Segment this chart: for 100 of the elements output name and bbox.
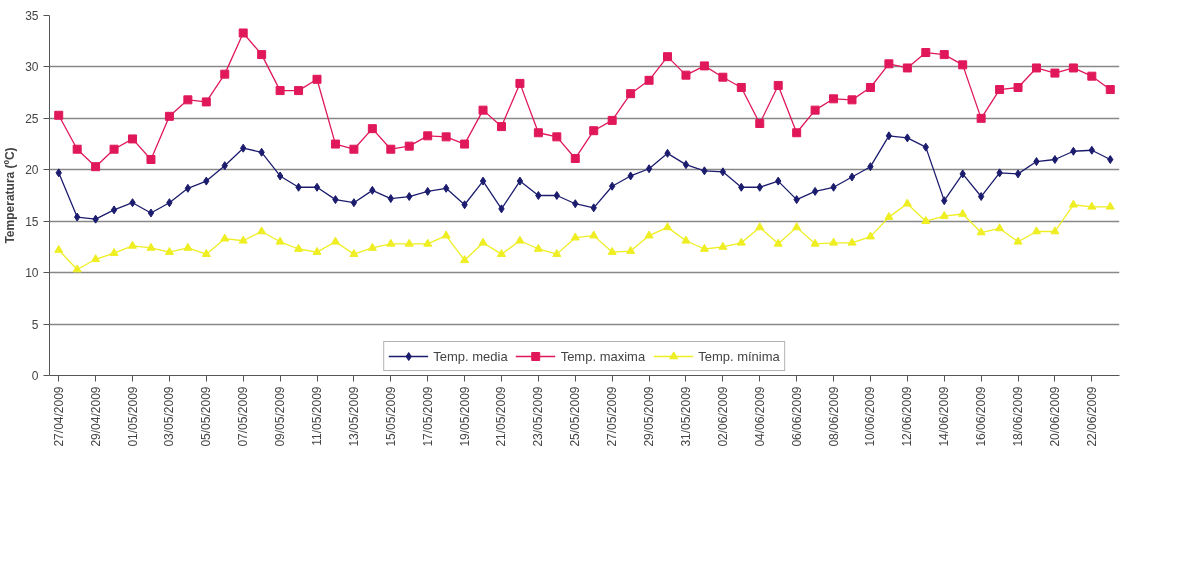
point (203, 176, 210, 186)
point (773, 80, 783, 90)
point (792, 128, 802, 138)
x-tick-label: 22/06/2009 (1084, 386, 1099, 447)
point (367, 242, 377, 251)
x-tick-label: 03/05/2009 (162, 386, 177, 447)
point (884, 59, 894, 69)
point (590, 203, 597, 213)
point (718, 72, 728, 82)
point (460, 255, 470, 264)
point (478, 105, 488, 115)
point (183, 95, 193, 105)
point (663, 52, 673, 62)
y-tick-label: 25 (25, 111, 39, 126)
point (847, 237, 857, 246)
point (904, 133, 911, 143)
point (220, 233, 230, 242)
point (1068, 63, 1078, 73)
point (312, 74, 322, 84)
point (184, 183, 192, 193)
point (589, 230, 599, 239)
y-tick-label: 10 (25, 266, 39, 281)
point (552, 132, 562, 142)
point (1051, 155, 1059, 164)
point (183, 242, 193, 251)
point (865, 231, 875, 240)
point (995, 85, 1005, 95)
point (1033, 157, 1040, 167)
point (276, 171, 284, 181)
point (240, 143, 247, 153)
point (885, 131, 893, 141)
point (939, 210, 949, 219)
point (609, 181, 616, 191)
point (92, 214, 99, 224)
point (441, 230, 451, 239)
point (387, 194, 394, 204)
y-tick-label: 15 (25, 214, 39, 229)
y-tick-label: 20 (25, 163, 39, 178)
point (349, 144, 359, 154)
x-tick-label: 23/05/2009 (531, 386, 546, 447)
x-tick-label: 14/06/2009 (937, 386, 952, 447)
x-tick-label: 04/06/2009 (752, 386, 767, 447)
point (109, 144, 119, 154)
point (699, 243, 709, 252)
point (1105, 85, 1115, 95)
point (386, 238, 396, 247)
x-tick-label: 15/05/2009 (383, 386, 398, 447)
point (921, 216, 931, 225)
point (570, 153, 580, 163)
point (1031, 226, 1041, 235)
x-tick-label: 05/05/2009 (199, 386, 214, 447)
point (682, 160, 690, 170)
x-tick-label: 27/05/2009 (605, 386, 620, 447)
point (295, 182, 302, 192)
x-tick-label: 17/05/2009 (420, 386, 435, 447)
point (736, 83, 746, 92)
point (442, 183, 450, 193)
legend-label: Temp. media (433, 348, 508, 364)
point (719, 167, 727, 177)
y-tick-label: 0 (31, 369, 39, 383)
point (461, 200, 468, 210)
point (959, 169, 966, 179)
point (607, 246, 617, 255)
point (1031, 63, 1041, 73)
x-tick-label: 27/04/2009 (51, 386, 66, 447)
legend-label: Temp. mínima (698, 348, 780, 364)
point (829, 94, 839, 104)
point (865, 83, 875, 92)
point (922, 142, 929, 152)
point (275, 236, 285, 245)
point (902, 63, 912, 73)
point (626, 89, 636, 99)
point (552, 249, 562, 257)
point (902, 198, 912, 207)
point (701, 166, 708, 176)
point (332, 195, 339, 205)
point (146, 242, 156, 251)
y-axis-title: Temperatura (ºC) (3, 147, 18, 244)
point (793, 195, 800, 205)
x-tick-label: 12/06/2009 (900, 386, 915, 447)
point (848, 172, 856, 182)
point (147, 208, 155, 218)
point (939, 50, 949, 60)
point (441, 132, 451, 142)
y-tick-label: 5 (31, 317, 39, 332)
point (681, 70, 691, 80)
point (1068, 199, 1078, 208)
point (553, 191, 560, 200)
point (645, 164, 653, 174)
x-tick-label: 13/05/2009 (346, 386, 361, 447)
point (164, 111, 174, 121)
point (775, 176, 782, 186)
point (958, 208, 968, 217)
point (330, 236, 340, 245)
point (423, 238, 433, 247)
x-tick-label: 09/05/2009 (273, 386, 288, 447)
point (644, 230, 654, 239)
point (738, 182, 745, 192)
point (1070, 146, 1077, 156)
point (257, 50, 267, 60)
